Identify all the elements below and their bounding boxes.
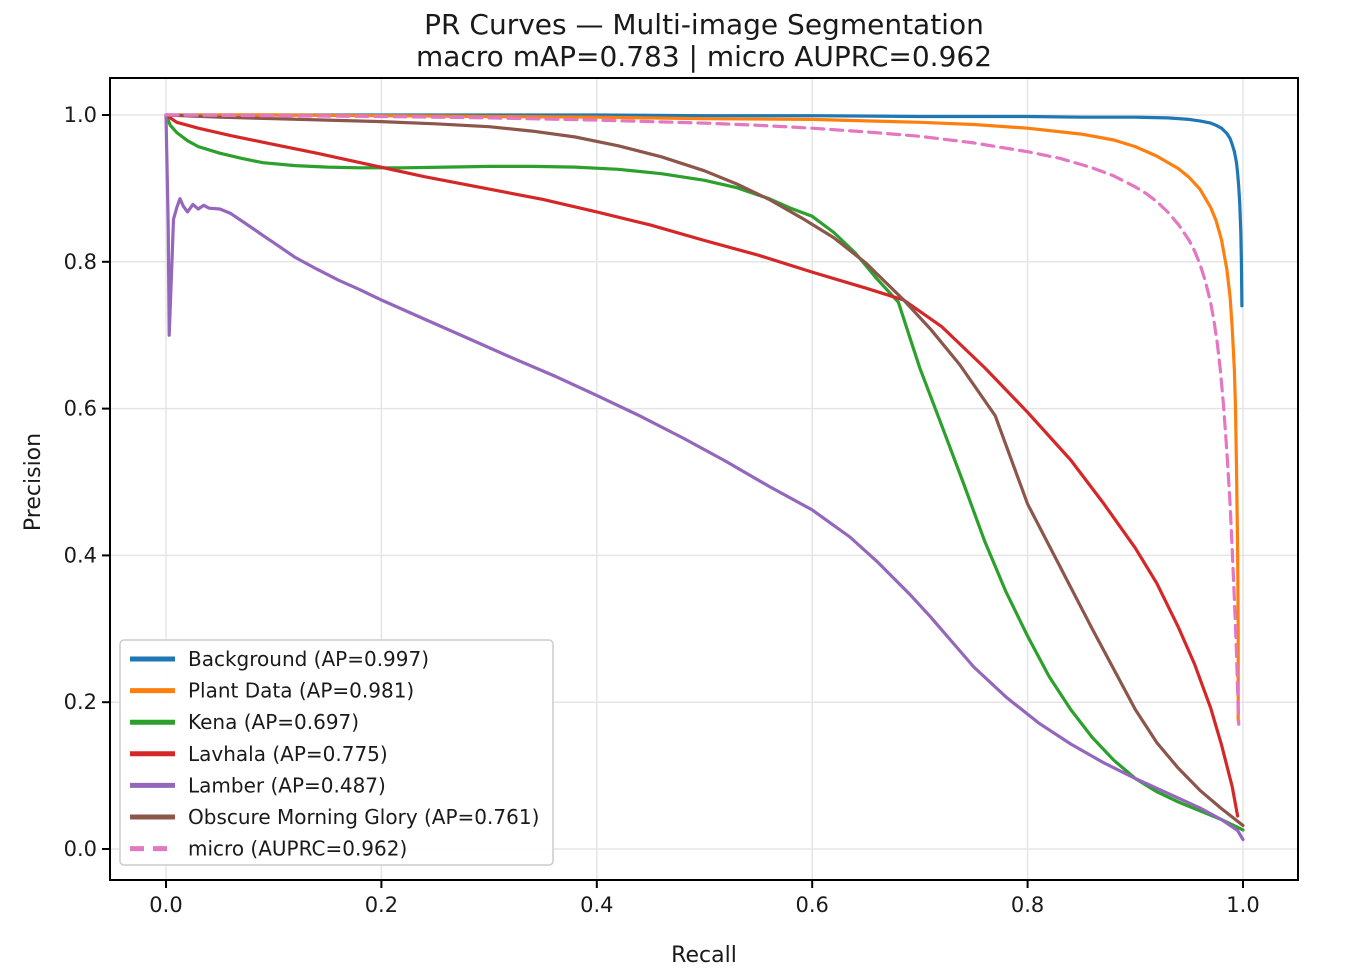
curve-lavhala bbox=[164, 113, 1240, 818]
y-tick-label: 1.0 bbox=[64, 103, 97, 127]
x-tick-label: 0.8 bbox=[1011, 893, 1044, 917]
chart-subtitle: macro mAP=0.783 | micro AUPRC=0.962 bbox=[416, 40, 992, 73]
y-axis-label: Precision bbox=[21, 433, 46, 531]
legend-item-plant-data: Plant Data (AP=0.981) bbox=[130, 679, 414, 703]
y-tick-label: 0.4 bbox=[64, 543, 97, 567]
legend-label-micro: micro (AUPRC=0.962) bbox=[188, 837, 407, 861]
x-tick-label: 0.0 bbox=[149, 893, 182, 917]
legend-item-kena: Kena (AP=0.697) bbox=[130, 710, 359, 734]
x-axis-ticks: 0.0 0.2 0.4 0.6 0.8 1.0 bbox=[149, 880, 1260, 917]
legend-item-lamber: Lamber (AP=0.487) bbox=[130, 773, 386, 797]
y-axis-ticks: 0.0 0.2 0.4 0.6 0.8 1.0 bbox=[64, 103, 110, 861]
legend-item-lavhala: Lavhala (AP=0.775) bbox=[130, 742, 388, 766]
legend-label-lavhala: Lavhala (AP=0.775) bbox=[188, 742, 388, 766]
legend-label-kena: Kena (AP=0.697) bbox=[188, 710, 359, 734]
curve-obscure-morning-glory bbox=[164, 113, 1245, 828]
x-axis-label: Recall bbox=[671, 943, 737, 968]
curve-background bbox=[164, 113, 1244, 308]
legend: Background (AP=0.997) Plant Data (AP=0.98… bbox=[119, 639, 554, 866]
curve-micro bbox=[164, 113, 1241, 726]
x-tick-label: 0.2 bbox=[365, 893, 398, 917]
legend-label-lamber: Lamber (AP=0.487) bbox=[188, 773, 386, 797]
legend-item-background: Background (AP=0.997) bbox=[130, 647, 429, 671]
legend-label-background: Background (AP=0.997) bbox=[188, 647, 429, 671]
x-tick-label: 0.4 bbox=[580, 893, 613, 917]
pr-curves bbox=[164, 113, 1245, 842]
y-tick-label: 0.8 bbox=[64, 250, 97, 274]
legend-label-plant-data: Plant Data (AP=0.981) bbox=[188, 679, 414, 703]
x-tick-label: 1.0 bbox=[1226, 893, 1259, 917]
legend-label-obscure-morning-glory: Obscure Morning Glory (AP=0.761) bbox=[188, 805, 539, 829]
x-tick-label: 0.6 bbox=[795, 893, 828, 917]
plot-border bbox=[109, 77, 1299, 881]
chart-title: PR Curves — Multi-image Segmentation bbox=[424, 8, 984, 41]
y-tick-label: 0.0 bbox=[64, 837, 97, 861]
y-tick-label: 0.2 bbox=[64, 690, 97, 714]
curve-plant-data bbox=[164, 113, 1240, 723]
curve-lamber bbox=[164, 113, 1245, 842]
legend-item-micro: micro (AUPRC=0.962) bbox=[130, 837, 407, 861]
y-tick-label: 0.6 bbox=[64, 397, 97, 421]
legend-item-obscure-morning-glory: Obscure Morning Glory (AP=0.761) bbox=[130, 805, 539, 829]
curve-kena bbox=[164, 113, 1245, 832]
legend-box bbox=[119, 639, 554, 866]
